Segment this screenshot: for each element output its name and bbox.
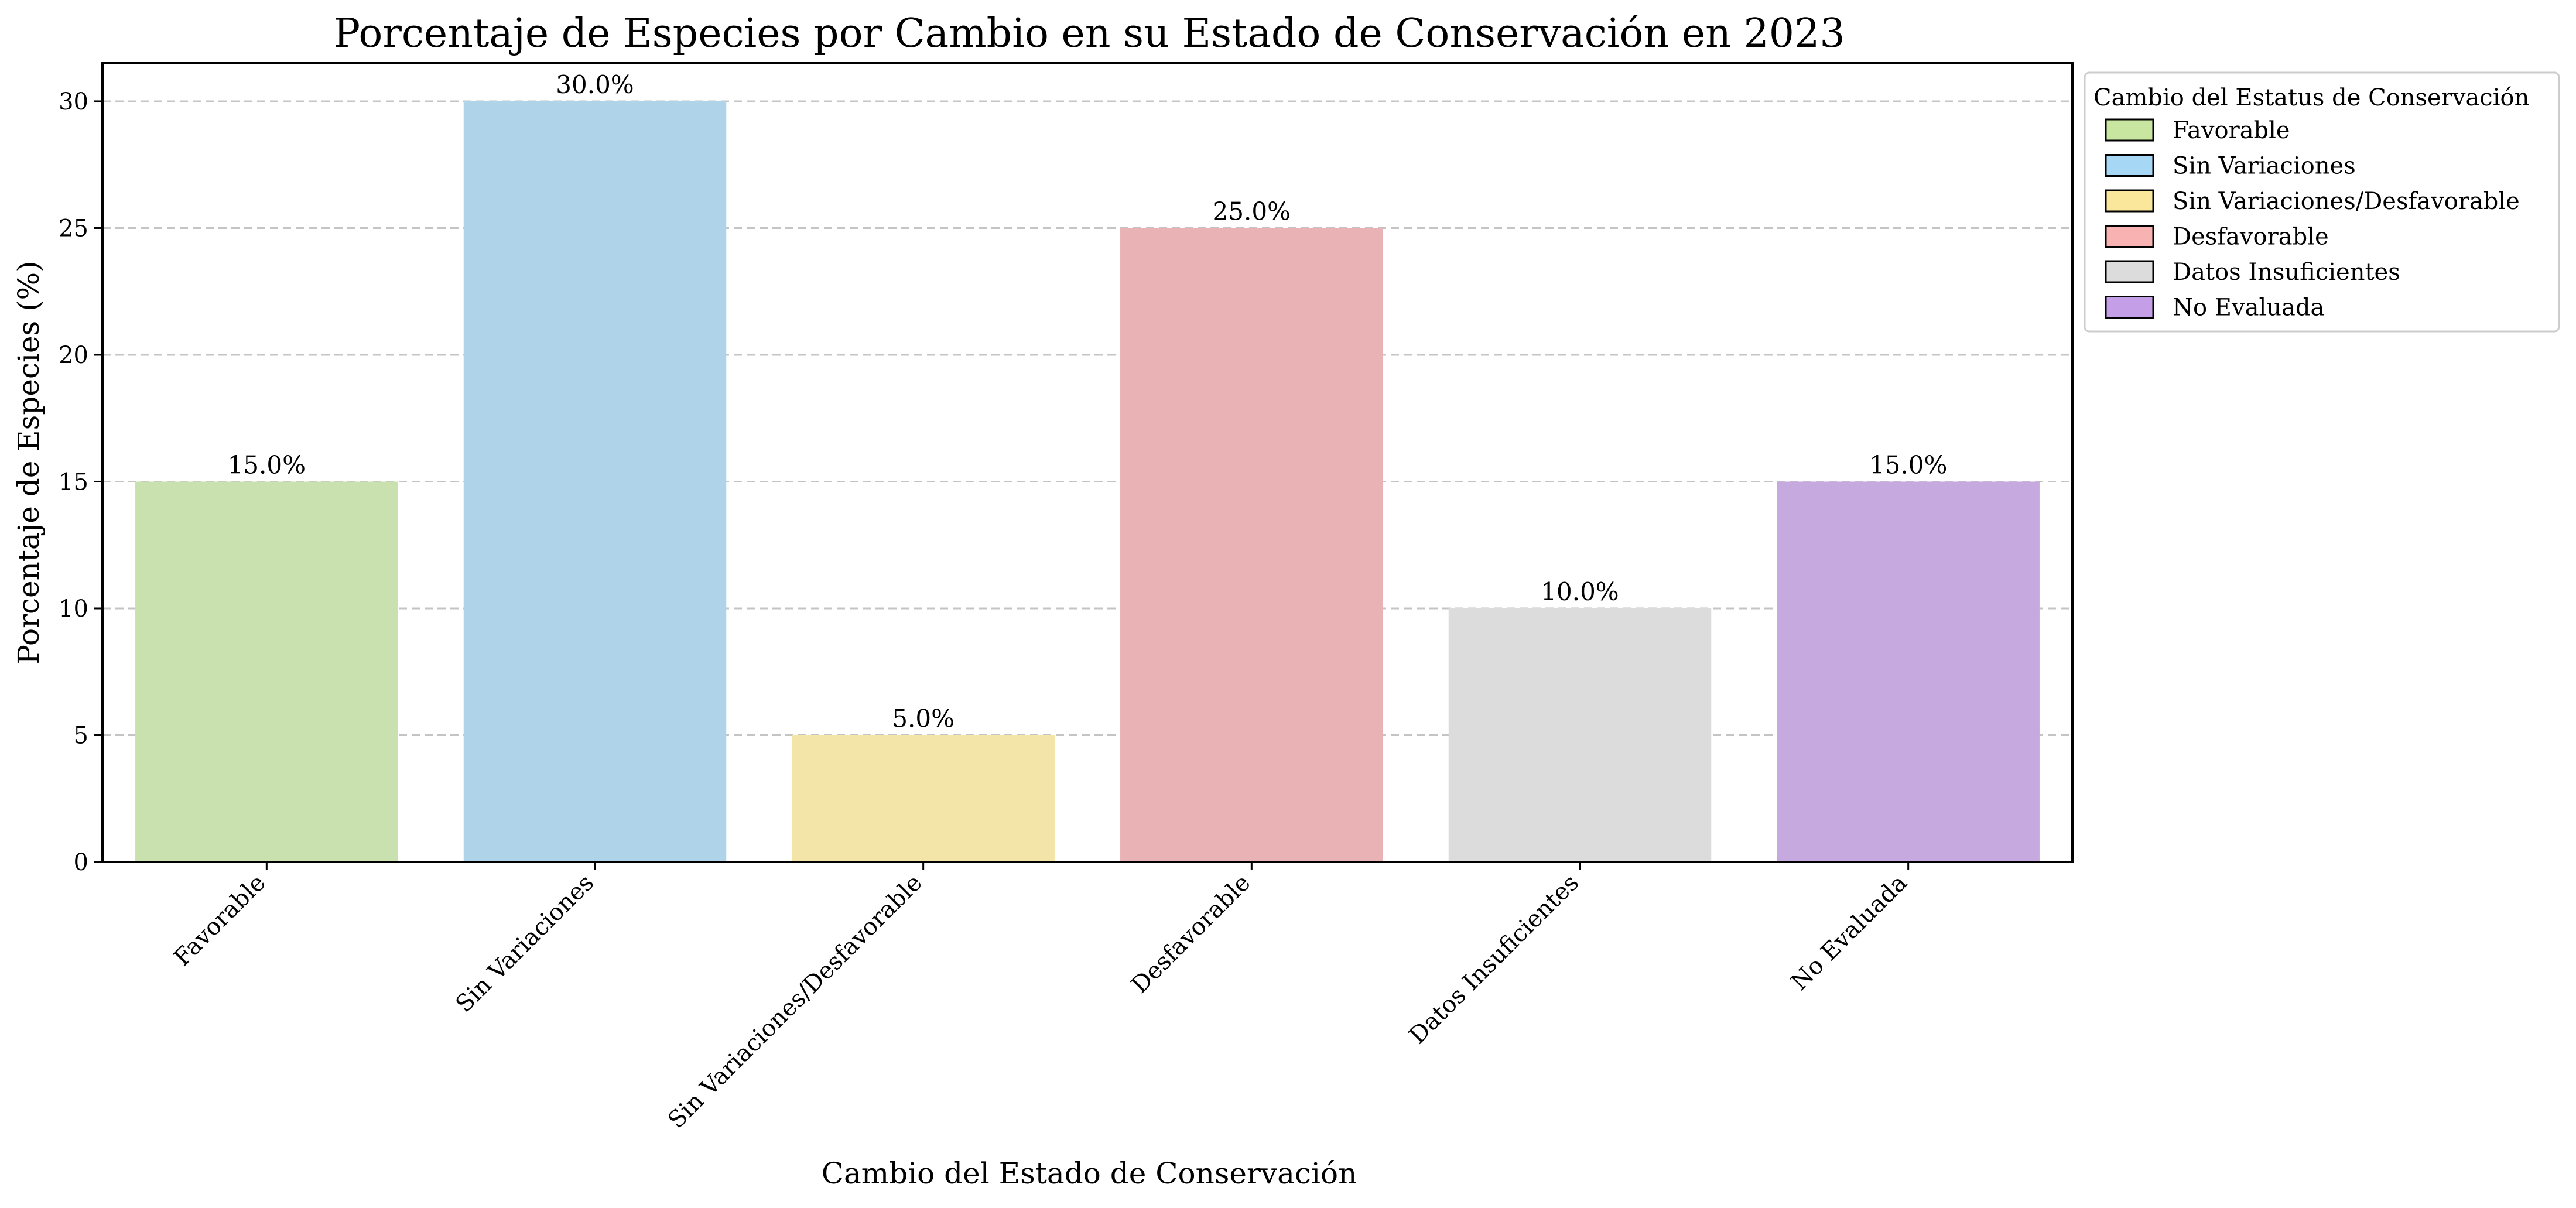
bar (792, 735, 1055, 862)
x-tick-label: No Evaluada (1786, 870, 1913, 996)
data-label: 15.0% (228, 450, 306, 479)
data-label: 25.0% (1213, 197, 1291, 225)
data-label: 30.0% (556, 70, 634, 99)
legend-entry: Desfavorable (2173, 224, 2329, 251)
legend-title: Cambio del Estatus de Conservación (2093, 84, 2529, 111)
bar (463, 101, 727, 862)
legend: Cambio del Estatus de Conservación Favora… (2084, 71, 2560, 333)
data-labels: 15.0% 30.0% 5.0% 25.0% 10.0% 15.0% (228, 70, 1948, 733)
y-tick-label: 0 (74, 849, 88, 876)
x-tick-label: Sin Variaciones (450, 870, 599, 1018)
gridlines (102, 100, 2072, 736)
bars (135, 101, 2040, 862)
legend-swatch (2105, 225, 2154, 248)
legend-frame (2084, 71, 2560, 333)
y-tick-label: 5 (74, 722, 88, 749)
y-tick-label: 15 (59, 468, 88, 495)
x-tick-label: Sin Variaciones/Desfavorable (663, 870, 928, 1134)
legend-entry: Sin Variaciones/Desfavorable (2173, 188, 2520, 215)
x-tick-label: Favorable (169, 870, 271, 971)
y-tick-label: 20 (59, 342, 88, 369)
legend-entry: No Evaluada (2173, 295, 2324, 321)
legend-swatch (2105, 296, 2154, 319)
x-tick-label: Desfavorable (1126, 870, 1255, 999)
bar (1448, 608, 1712, 862)
legend-entry: Datos Insuficientes (2173, 259, 2400, 286)
legend-swatch (2105, 189, 2154, 213)
y-tick-label: 30 (59, 88, 88, 115)
legend-swatch (2105, 118, 2154, 142)
bar (135, 481, 398, 862)
y-axis-label: Porcentaje de Especies (%) (12, 261, 46, 664)
legend-entry: Sin Variaciones (2173, 153, 2356, 180)
chart-title: Porcentaje de Especies por Cambio en su … (333, 11, 1845, 57)
plot-frame (101, 62, 2074, 863)
y-tick-label: 10 (59, 596, 88, 622)
data-label: 15.0% (1869, 450, 1947, 479)
legend-swatch (2105, 260, 2154, 283)
x-tick-label: Datos Insuficientes (1404, 870, 1584, 1049)
bar (1777, 481, 2040, 862)
x-axis-label: Cambio del Estado de Conservación (822, 1156, 1357, 1190)
bar (1120, 228, 1383, 862)
data-label: 5.0% (892, 704, 955, 733)
y-tick-label: 25 (59, 215, 88, 242)
legend-swatch (2105, 154, 2154, 177)
data-label: 10.0% (1541, 577, 1619, 606)
legend-entry: Favorable (2173, 117, 2290, 144)
